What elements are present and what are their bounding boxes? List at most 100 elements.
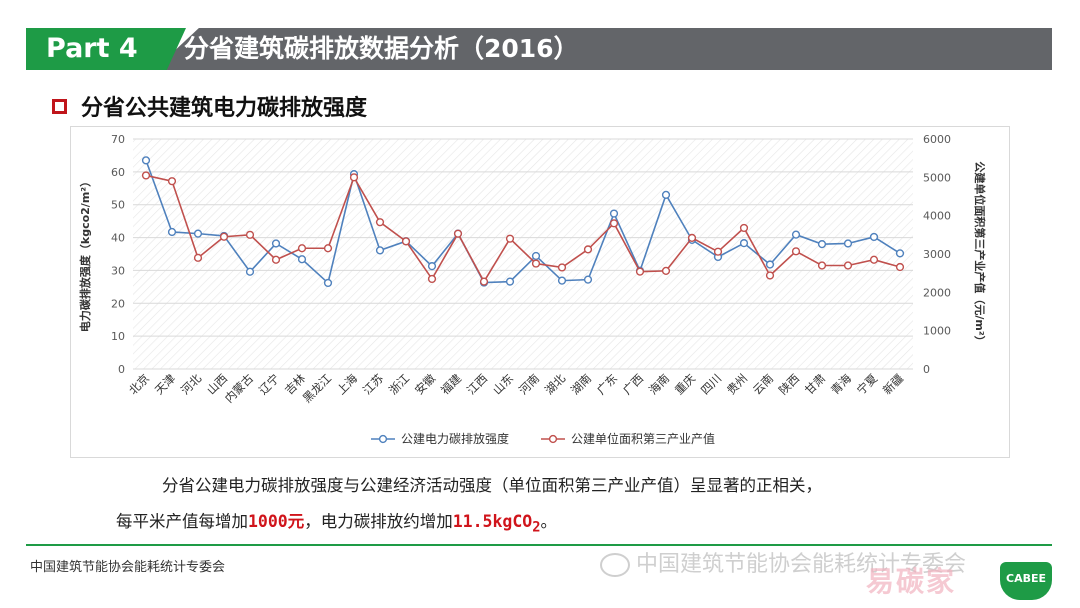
- conclusion-text-a: 每平米产值每增加: [116, 512, 248, 531]
- highlight-value-1000: 1000元: [248, 512, 305, 531]
- plot-area: [133, 139, 913, 369]
- y-right-tick-label: 1000: [923, 325, 951, 338]
- x-tick-label: 浙江: [386, 371, 413, 398]
- data-point: [817, 240, 827, 249]
- x-tick-label: 宁夏: [854, 371, 881, 398]
- data-point: [167, 177, 177, 186]
- legend-marker: [548, 434, 558, 444]
- site-watermark: 易碳家: [866, 565, 957, 598]
- data-point: [869, 255, 879, 264]
- y-right-tick-label: 6000: [923, 133, 951, 146]
- conclusion-text-c: 。: [540, 512, 558, 531]
- square-bullet-icon: [52, 98, 67, 114]
- data-point: [609, 219, 619, 228]
- data-point: [791, 230, 801, 239]
- x-tick-label: 湖南: [568, 371, 594, 397]
- series-line-2: [145, 174, 901, 284]
- x-tick-label: 海南: [646, 371, 672, 397]
- conclusion-line-2: 每平米产值每增加1000元，电力碳排放约增加11.5kgCO2。: [116, 508, 1016, 535]
- wechat-icon: [600, 553, 630, 577]
- y-right-axis-title: 公建单位面积第三产业产值（元/m²）: [973, 161, 987, 346]
- data-point: [271, 255, 281, 264]
- data-point: [791, 247, 801, 256]
- x-tick-label: 新疆: [880, 371, 907, 398]
- x-tick-label: 黑龙江: [300, 371, 335, 406]
- part-tag: Part 4: [26, 28, 186, 70]
- page-title: 分省建筑碳排放数据分析（2016）: [184, 34, 579, 63]
- title-band: [154, 28, 1052, 70]
- data-point: [583, 275, 593, 284]
- cabee-logo: CABEE: [1000, 562, 1052, 600]
- x-tick-label: 广西: [620, 371, 646, 397]
- data-point: [869, 232, 879, 242]
- data-point: [557, 263, 567, 272]
- data-point: [297, 244, 307, 253]
- data-point: [193, 229, 203, 238]
- data-point: [817, 261, 827, 270]
- y-left-tick-label: 30: [111, 264, 125, 277]
- data-point: [843, 239, 853, 248]
- data-point: [843, 261, 853, 270]
- y-left-tick-label: 10: [111, 330, 125, 343]
- data-point: [895, 262, 905, 272]
- x-tick-label: 福建: [438, 371, 465, 398]
- y-right-tick-label: 4000: [923, 210, 951, 223]
- conclusion-line-1: 分省公建电力碳排放强度与公建经济活动强度（单位面积第三产业产值）呈显著的正相关，: [162, 476, 822, 495]
- y-left-tick-label: 0: [118, 363, 125, 376]
- x-tick-label: 山东: [490, 371, 516, 397]
- footer-divider: [26, 544, 1052, 546]
- series-line-1: [145, 160, 901, 285]
- x-tick-label: 内蒙古: [222, 371, 256, 405]
- x-tick-label: 贵州: [724, 371, 750, 397]
- x-tick-label: 四川: [698, 371, 724, 397]
- data-point: [375, 246, 385, 255]
- y-left-tick-label: 60: [111, 166, 125, 179]
- data-point: [661, 190, 671, 199]
- y-right-tick-label: 0: [923, 363, 930, 376]
- legend-label: 公建单位面积第三产业产值: [571, 431, 715, 446]
- data-point: [765, 271, 775, 280]
- data-point: [531, 259, 541, 268]
- y-left-tick-label: 50: [111, 199, 125, 212]
- data-point: [271, 239, 281, 248]
- data-point: [583, 245, 593, 254]
- data-point: [661, 266, 671, 275]
- data-point: [245, 267, 255, 276]
- x-tick-label: 河北: [178, 371, 205, 398]
- x-tick-label: 安徽: [412, 371, 439, 398]
- data-point: [427, 262, 437, 271]
- y-right-tick-label: 3000: [923, 248, 951, 261]
- data-point: [375, 218, 385, 227]
- data-point: [635, 267, 645, 276]
- data-point: [505, 234, 515, 243]
- data-point: [323, 244, 333, 253]
- title-bar: Part 4 分省建筑碳排放数据分析（2016）: [26, 28, 1052, 70]
- x-tick-label: 河南: [516, 371, 542, 397]
- x-tick-label: 北京: [126, 371, 152, 397]
- data-point: [219, 232, 229, 241]
- data-point: [245, 230, 255, 239]
- x-tick-label: 天津: [152, 371, 178, 397]
- y-left-tick-label: 40: [111, 232, 125, 245]
- data-point: [323, 278, 333, 288]
- y-left-tick-label: 70: [111, 133, 125, 146]
- data-point: [479, 277, 489, 286]
- data-point: [297, 255, 307, 264]
- x-tick-label: 云南: [750, 371, 776, 397]
- watermark: 中国建筑节能协会能耗统计专委会: [600, 546, 966, 578]
- x-tick-label: 江西: [464, 371, 490, 397]
- x-tick-label: 重庆: [672, 371, 699, 398]
- data-point: [713, 247, 723, 256]
- data-point: [453, 229, 463, 238]
- line-chart: 0 10 20 30 40 50 60 70 0 1000 2000 3000 4000 5000 6000…: [78, 133, 987, 446]
- data-point: [167, 227, 177, 237]
- data-point: [739, 223, 749, 233]
- section-heading-text: 分省公共建筑电力碳排放强度: [81, 95, 368, 121]
- data-point: [141, 171, 151, 180]
- data-point: [141, 156, 151, 165]
- data-point: [687, 233, 697, 243]
- data-point: [557, 276, 567, 285]
- data-point: [193, 253, 203, 262]
- x-tick-label: 甘肃: [802, 371, 828, 397]
- y-right-tick-label: 5000: [923, 171, 951, 184]
